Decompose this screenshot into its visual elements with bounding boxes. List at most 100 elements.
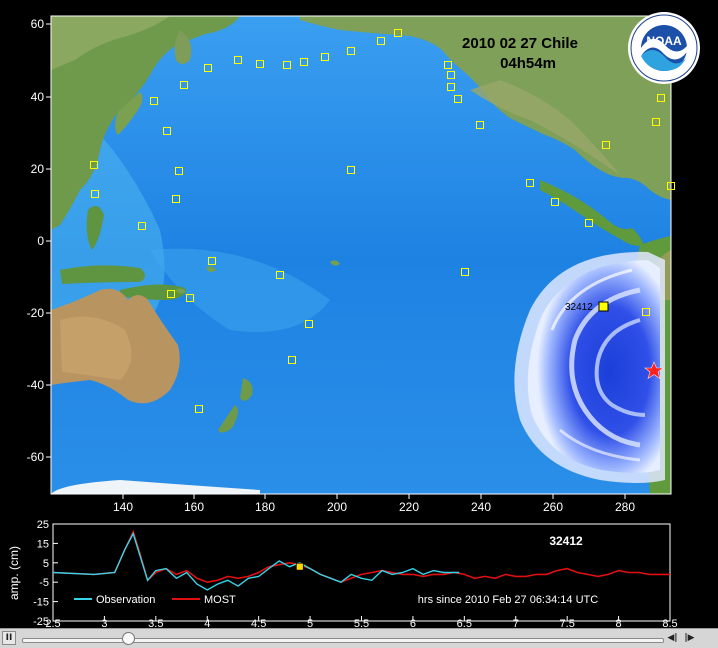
buoy-station-icon[interactable] — [167, 290, 175, 298]
buoy-station-icon[interactable] — [256, 60, 264, 68]
tide-y-tick-label: 5 — [43, 558, 49, 570]
tide-x-tick-label: 5 — [307, 618, 313, 628]
map-y-tick-label: 40 — [31, 90, 45, 104]
buoy-station-icon[interactable] — [300, 58, 308, 66]
buoy-station-icon[interactable] — [454, 95, 462, 103]
timeline-slider-thumb[interactable] — [121, 632, 135, 645]
buoy-station-icon[interactable] — [585, 219, 593, 227]
tide-x-tick-label: 5.5 — [354, 618, 369, 628]
buoy-station-icon[interactable] — [347, 166, 355, 174]
map-y-tick-label: -20 — [27, 306, 45, 320]
tide-x-tick-label: 8.5 — [662, 618, 677, 628]
buoy-station-icon[interactable] — [186, 294, 194, 302]
buoy-station-icon[interactable] — [283, 61, 291, 69]
buoy-station-icon[interactable] — [172, 195, 180, 203]
buoy-station-icon[interactable] — [90, 161, 98, 169]
tide-y-tick-label: -25 — [33, 616, 49, 628]
buoy-station-icon[interactable] — [288, 356, 296, 364]
buoy-station-icon[interactable] — [447, 83, 455, 91]
most-series-line — [52, 529, 670, 584]
buoy-station-icon[interactable] — [526, 179, 534, 187]
land-japan — [115, 92, 143, 135]
selected-station-label: 32412 — [565, 302, 593, 313]
tide-y-tick-label: 15 — [37, 538, 49, 550]
buoy-station-icon[interactable] — [602, 141, 610, 149]
buoy-station-icon[interactable] — [208, 257, 216, 265]
tide-station-label: 32412 — [549, 534, 583, 548]
land-north-america — [300, 16, 671, 200]
buoy-station-icon[interactable] — [321, 53, 329, 61]
buoy-station-icon[interactable] — [305, 320, 313, 328]
buoy-station-icon[interactable] — [234, 56, 242, 64]
playback-controls: II ◀| |▶ — [0, 628, 718, 648]
step-back-button[interactable]: ◀| — [667, 633, 678, 643]
tide-y-label: amp. (cm) — [7, 546, 21, 600]
time-marker — [295, 562, 304, 571]
buoy-station-icon[interactable] — [394, 29, 402, 37]
tsunami-wave — [514, 251, 665, 483]
buoy-stations[interactable] — [90, 29, 675, 413]
buoy-station-icon[interactable] — [461, 268, 469, 276]
map-x-tick-label: 260 — [543, 500, 563, 514]
step-forward-button[interactable]: |▶ — [684, 633, 695, 643]
tide-y-axis: 25 15 5 -5 -15 -25 — [33, 519, 58, 628]
tide-x-tick-label: 3 — [101, 618, 107, 628]
buoy-station-icon[interactable] — [163, 127, 171, 135]
buoy-station-icon[interactable] — [180, 81, 188, 89]
land-central-america — [540, 180, 644, 246]
tide-y-tick-label: 25 — [37, 519, 49, 531]
noaa-logo: NOAA — [628, 12, 700, 84]
map-x-tick-label: 220 — [399, 500, 419, 514]
tide-x-label: hrs since 2010 Feb 27 06:34:14 UTC — [418, 594, 598, 606]
buoy-station-icon[interactable] — [204, 64, 212, 72]
buoy-station-icon[interactable] — [175, 167, 183, 175]
map-y-tick-label: 20 — [31, 162, 45, 176]
tide-x-tick-label: 7.5 — [560, 618, 575, 628]
buoy-station-icon[interactable] — [377, 37, 385, 45]
selected-buoy-station-icon[interactable] — [598, 301, 609, 312]
buoy-station-icon[interactable] — [667, 182, 675, 190]
tide-x-tick-label: 4 — [204, 618, 210, 628]
noaa-logo-text: NOAA — [646, 34, 682, 48]
epicenter-star-icon — [644, 361, 664, 380]
buoy-station-icon[interactable] — [476, 121, 484, 129]
buoy-station-icon[interactable] — [652, 118, 660, 126]
buoy-station-icon[interactable] — [276, 271, 284, 279]
map-x-tick-label: 240 — [471, 500, 491, 514]
tide-y-tick-label: -15 — [33, 597, 49, 609]
pause-button[interactable]: II — [2, 631, 16, 645]
map-title-line1: 2010 02 27 Chile — [462, 35, 578, 52]
tide-x-tick-label: 7 — [513, 618, 519, 628]
tide-y-tick-label: -5 — [39, 577, 49, 589]
tide-x-tick-label: 6.5 — [457, 618, 472, 628]
map-y-tick-label: -60 — [27, 450, 45, 464]
buoy-station-icon[interactable] — [444, 61, 452, 69]
buoy-station-icon[interactable] — [447, 71, 455, 79]
legend-most: MOST — [204, 594, 236, 606]
map-y-tick-label: 60 — [31, 17, 45, 31]
buoy-station-icon[interactable] — [347, 47, 355, 55]
tide-x-tick-label: 6 — [410, 618, 416, 628]
legend-observation: Observation — [96, 594, 155, 606]
buoy-station-icon[interactable] — [150, 97, 158, 105]
map-x-axis: 140 160 180 200 220 240 260 280 — [113, 494, 635, 514]
observation-series-line — [52, 531, 460, 591]
tide-x-tick-label: 2.5 — [45, 618, 60, 628]
tide-x-axis: 2.5 3 3.5 4 4.5 5 5.5 6 6.5 7 7.5 8 8.5 — [45, 616, 678, 628]
tide-x-tick-label: 3.5 — [148, 618, 163, 628]
buoy-station-icon[interactable] — [138, 222, 146, 230]
buoy-station-icon[interactable] — [91, 190, 99, 198]
tide-gauge-panel: 25 15 5 -5 -15 -25 2.5 3 3.5 4 4.5 5 5.5 6 6.5 7 7.5 8 8.… — [7, 519, 678, 628]
buoy-station-icon[interactable] — [657, 94, 665, 102]
map-x-tick-label: 180 — [255, 500, 275, 514]
buoy-station-icon[interactable] — [195, 405, 203, 413]
tide-x-tick-label: 4.5 — [251, 618, 266, 628]
map-y-axis: 60 40 20 0 -20 -40 -60 — [27, 17, 51, 464]
timeline-slider[interactable] — [22, 638, 664, 643]
map-x-tick-label: 200 — [327, 500, 347, 514]
buoy-station-icon[interactable] — [642, 308, 650, 316]
buoy-station-icon[interactable] — [551, 198, 559, 206]
map-y-tick-label: -40 — [27, 378, 45, 392]
map-title-line2: 04h54m — [500, 55, 556, 72]
